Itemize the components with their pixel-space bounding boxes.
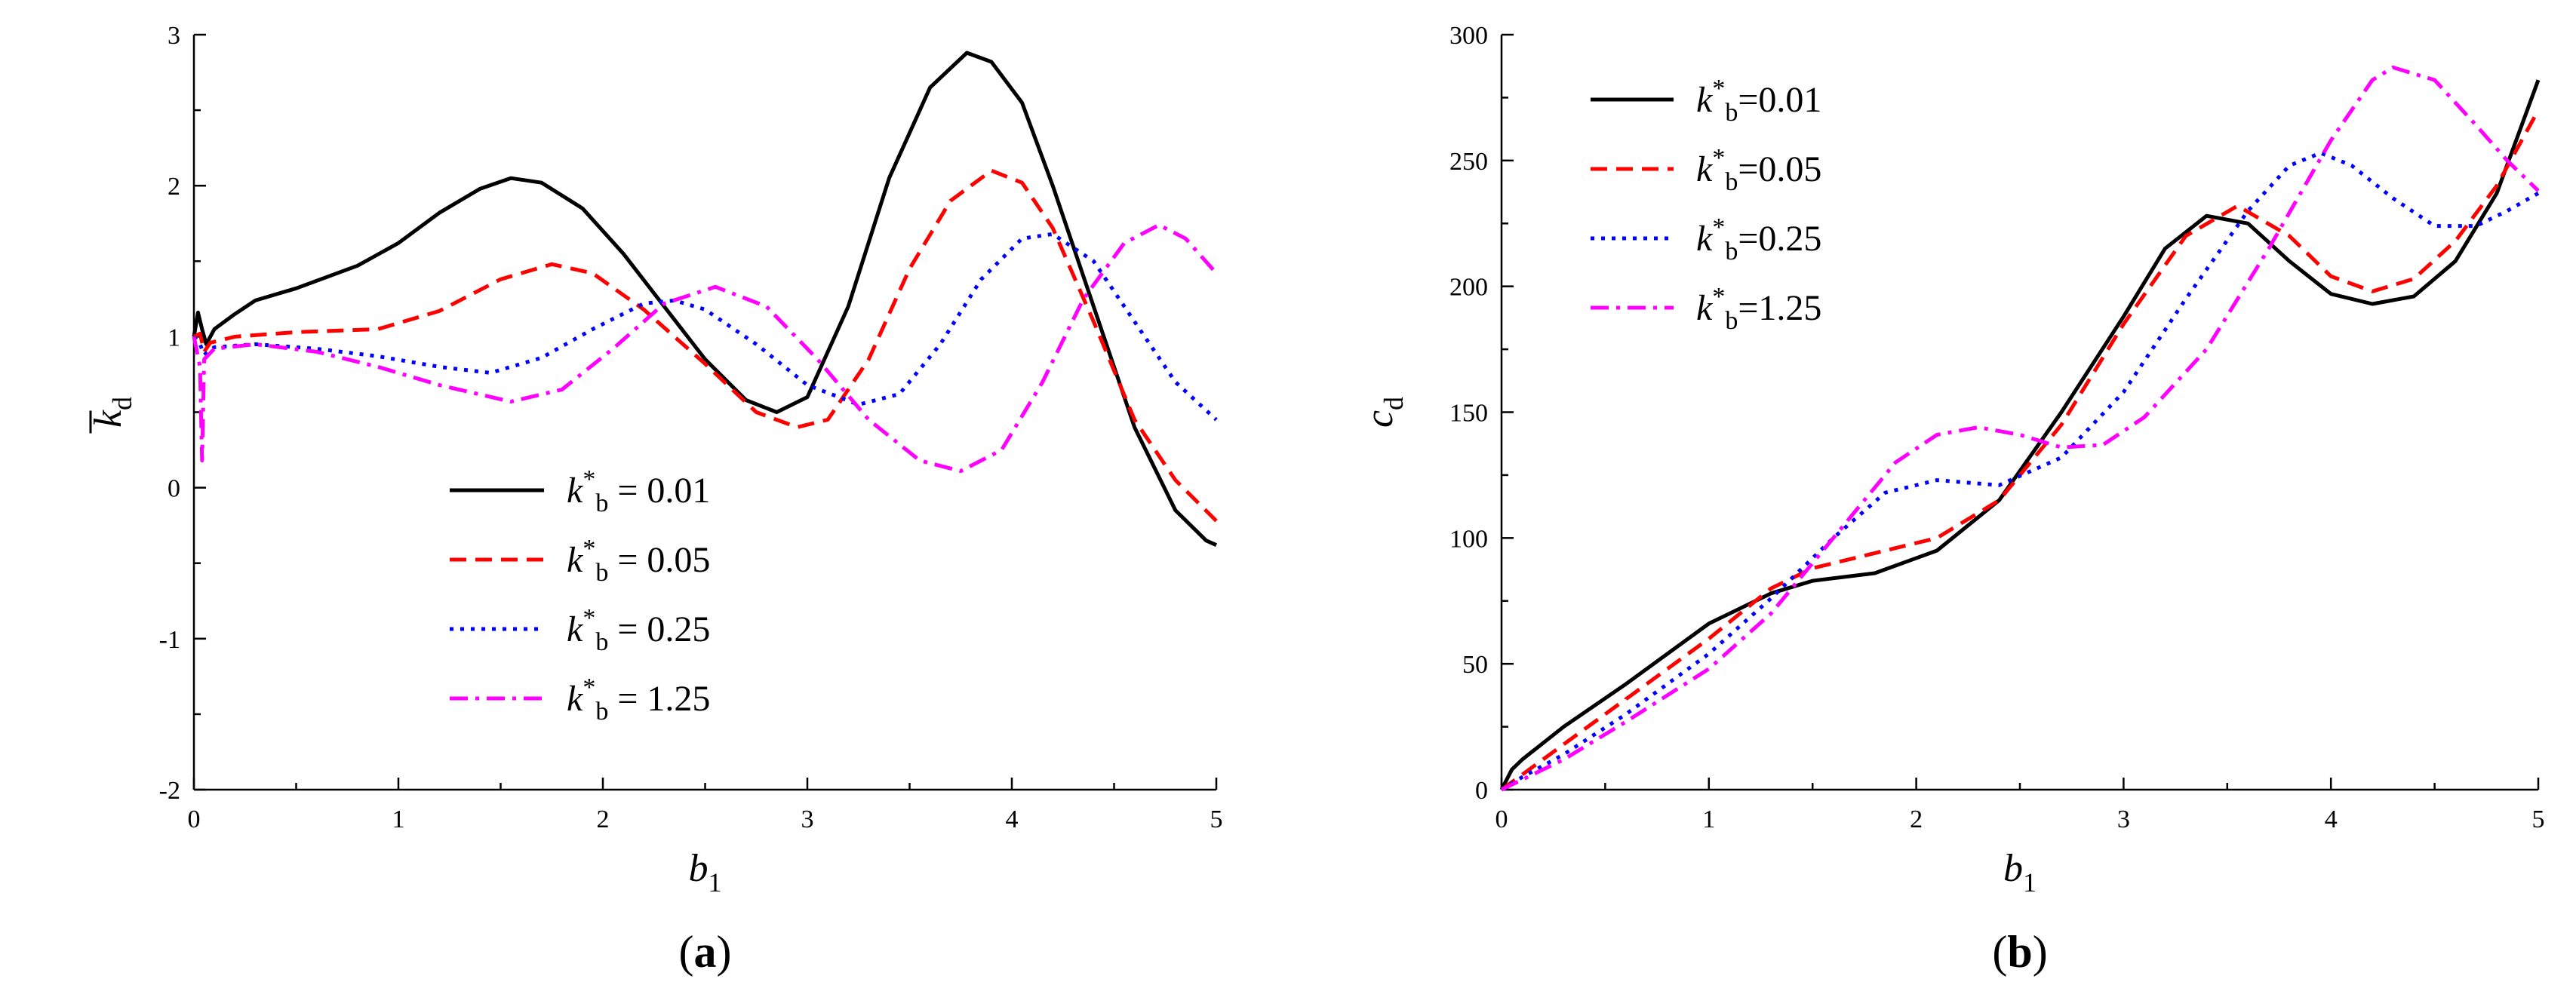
y-tick-label: 250 <box>1449 148 1488 176</box>
y-axis-label-sub: d <box>1379 397 1409 410</box>
legend: k*b=0.01k*b=0.05k*b=0.25k*b=1.25 <box>1591 75 1821 335</box>
legend-k: k <box>1696 80 1714 120</box>
x-tick-label: 4 <box>2325 805 2338 833</box>
legend-sub: b <box>1725 238 1738 265</box>
panel-paren-open: ( <box>1992 927 2007 977</box>
y-tick-label: 100 <box>1449 525 1488 553</box>
series-line-1 <box>1499 79 2541 791</box>
x-tick-label: 1 <box>1702 805 1715 833</box>
legend-k: k <box>1696 149 1714 189</box>
legend-value: =0.05 <box>1738 149 1821 189</box>
x-tick-label: 2 <box>1910 805 1923 833</box>
y-axis-label-main: c <box>1358 410 1401 428</box>
y-tick-label: 200 <box>1449 274 1488 302</box>
legend-k: k <box>567 609 584 649</box>
panel-label: (a) <box>679 927 732 977</box>
x-axis-label-sub: 1 <box>2023 867 2037 898</box>
legend-label-3: k*b = 0.25 <box>567 604 710 656</box>
x-tick-label: 4 <box>1006 805 1019 833</box>
legend-sub: b <box>1725 168 1738 196</box>
legend-sup: * <box>583 465 595 493</box>
y-tick-label: 0 <box>1475 777 1488 805</box>
y-tick-label: 2 <box>168 173 180 201</box>
legend-label-2: k*b=0.05 <box>1696 144 1821 196</box>
y-tick-label: 0 <box>168 475 180 503</box>
x-tick-label: 2 <box>597 805 610 833</box>
legend-k: k <box>1696 219 1714 259</box>
legend-value: = 0.05 <box>608 540 710 580</box>
legend-k: k <box>1696 288 1714 328</box>
legend-sub: b <box>595 559 608 587</box>
panel-letter: b <box>2007 927 2032 977</box>
y-tick-label: 3 <box>168 22 180 50</box>
panel-paren-open: ( <box>679 927 694 977</box>
legend-label-1: k*b = 0.01 <box>567 465 710 517</box>
series-line-2 <box>1500 109 2541 792</box>
legend-value: = 0.01 <box>608 471 710 511</box>
x-tick-label: 0 <box>188 805 201 833</box>
panel-paren-close: ) <box>2033 927 2048 977</box>
y-tick-label: 150 <box>1449 400 1488 428</box>
y-tick-label: 1 <box>168 324 180 351</box>
x-tick-label: 3 <box>2117 805 2130 833</box>
series-line-1 <box>192 51 1218 547</box>
legend-k: k <box>567 540 584 580</box>
legend-label-4: k*b=1.25 <box>1696 283 1821 335</box>
legend-sup: * <box>1712 144 1725 172</box>
panel-paren-close: ) <box>717 927 732 977</box>
y-tick-label: -1 <box>159 626 180 654</box>
x-axis-label-sub: 1 <box>709 867 722 898</box>
legend-sub: b <box>1725 99 1738 127</box>
legend-sup: * <box>1712 283 1725 311</box>
legend-value: =0.01 <box>1738 80 1821 120</box>
legend-value: =0.25 <box>1738 219 1821 259</box>
x-axis-label: b1 <box>2003 847 2037 898</box>
series-line-4 <box>192 222 1218 474</box>
x-tick-label: 5 <box>1210 805 1223 833</box>
x-tick-label: 3 <box>801 805 814 833</box>
y-tick-label: -2 <box>159 777 180 805</box>
y-axis-label-sub: d <box>107 397 137 410</box>
legend-sub: b <box>595 698 608 726</box>
y-axis-label-main: k <box>87 410 130 428</box>
legend-sup: * <box>583 604 595 632</box>
legend-sup: * <box>1712 213 1725 241</box>
series-line-3 <box>192 232 1218 422</box>
legend-value: =1.25 <box>1738 288 1821 328</box>
legend-label-1: k*b=0.01 <box>1696 75 1821 127</box>
legend-sub: b <box>595 489 608 517</box>
y-tick-label: 50 <box>1462 651 1488 679</box>
legend-label-3: k*b=0.25 <box>1696 213 1821 265</box>
legend-sup: * <box>583 674 595 701</box>
legend-sup: * <box>1712 75 1725 103</box>
legend-sub: b <box>595 628 608 656</box>
panel-letter: a <box>694 927 717 977</box>
series-line-4 <box>1500 65 2540 792</box>
legend: k*b = 0.01k*b = 0.05k*b = 0.25k*b = 1.25 <box>450 465 710 726</box>
x-axis-label-main: b <box>2003 847 2023 890</box>
legend-k: k <box>567 679 584 719</box>
x-axis-label: b1 <box>689 847 722 898</box>
y-axis-label: kd <box>87 397 137 428</box>
x-tick-label: 0 <box>1495 805 1508 833</box>
legend-value: = 0.25 <box>608 609 710 649</box>
y-tick-label: 300 <box>1449 22 1488 50</box>
legend-sub: b <box>1725 307 1738 335</box>
y-axis-label: cd <box>1358 397 1409 428</box>
panel-label: (b) <box>1992 927 2047 977</box>
x-tick-label: 1 <box>392 805 405 833</box>
legend-label-2: k*b = 0.05 <box>567 535 710 587</box>
legend-sup: * <box>583 535 595 563</box>
legend-value: = 1.25 <box>608 679 710 719</box>
series-line-2 <box>192 168 1218 523</box>
x-axis-label-main: b <box>689 847 709 890</box>
legend-k: k <box>567 471 584 511</box>
chart-panel-b: 0 1 2 3 4 5050100150200250300b1cdk*b=0.01k*b=… <box>1358 22 2545 977</box>
legend-label-4: k*b = 1.25 <box>567 674 710 726</box>
x-tick-label: 5 <box>2532 805 2545 833</box>
